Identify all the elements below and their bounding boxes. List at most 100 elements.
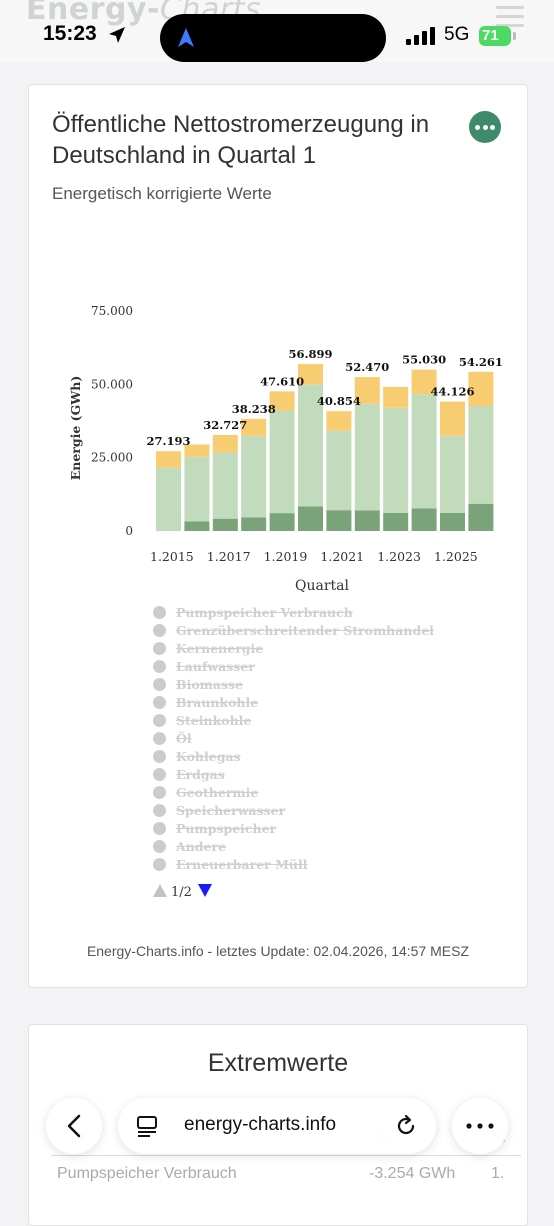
legend-dot-icon: [153, 840, 166, 853]
legend-dot-icon: [153, 804, 166, 817]
legend-item[interactable]: Steinkohle: [153, 713, 434, 731]
bar-segment[interactable]: [383, 512, 409, 531]
chart-footer: Energy-Charts.info - letztes Update: 02.…: [86, 943, 470, 959]
battery-indicator: 71: [479, 26, 511, 46]
bar-segment[interactable]: [354, 403, 380, 511]
page-menu-icon[interactable]: [136, 1115, 158, 1137]
data-label: 54.261: [459, 355, 503, 369]
legend-item[interactable]: Grenzüberschreitender Stromhandel: [153, 623, 434, 641]
legend-item[interactable]: Pumpspeicher: [153, 821, 434, 839]
bar-segment[interactable]: [241, 418, 267, 436]
data-label: 38.238: [232, 402, 276, 416]
status-time: 15:23: [43, 22, 97, 45]
table-divider: [51, 1155, 521, 1156]
legend-dot-icon: [153, 624, 166, 637]
legend-label: Pumpspeicher: [176, 821, 277, 836]
bar-segment[interactable]: [411, 369, 437, 395]
legend-label: Biomasse: [176, 677, 244, 692]
bar-segment[interactable]: [298, 384, 323, 507]
data-label: 55.030: [402, 353, 446, 367]
bar-segment[interactable]: [212, 435, 238, 453]
bar-segment[interactable]: [440, 435, 465, 513]
legend-item[interactable]: Erdgas: [153, 767, 434, 785]
bar-segment[interactable]: [269, 391, 295, 411]
bar-segment[interactable]: [468, 503, 494, 531]
bar-segment[interactable]: [298, 506, 323, 531]
data-labels: 27.193 32.727 38.238 47.610 56.899 40.854 52.4…: [146, 347, 502, 448]
bar-segment[interactable]: [326, 411, 352, 431]
legend-dot-icon: [153, 822, 166, 835]
chart-legend: Pumpspeicher Verbrauch Grenzüberschreiten…: [153, 605, 434, 875]
x-tick-label: 1.2017: [207, 549, 251, 564]
legend-item[interactable]: Kohlegas: [153, 749, 434, 767]
more-button[interactable]: [452, 1098, 508, 1154]
bar-segment[interactable]: [411, 394, 437, 509]
page-up-icon: [153, 884, 167, 897]
site-logo: Energy-Charts: [26, 0, 261, 27]
back-button[interactable]: [46, 1098, 102, 1154]
legend-label: Geothermie: [176, 785, 259, 800]
bar-segment[interactable]: [269, 513, 295, 531]
reload-icon[interactable]: [394, 1114, 418, 1138]
data-label: 44.126: [430, 385, 474, 399]
bar-segment[interactable]: [354, 510, 380, 531]
legend-item[interactable]: Speicherwasser: [153, 803, 434, 821]
bar-segment[interactable]: [184, 521, 210, 531]
bar-segment[interactable]: [241, 435, 267, 518]
bar-segment[interactable]: [241, 517, 267, 531]
legend-label: Laufwasser: [176, 659, 255, 674]
bar-segment[interactable]: [184, 444, 210, 457]
browser-toolbar: energy-charts.info: [0, 1090, 554, 1162]
bar-segment[interactable]: [156, 467, 181, 531]
row-label: Pumpspeicher Verbrauch: [57, 1165, 237, 1182]
dot-icon: [475, 125, 480, 130]
legend-dot-icon: [153, 642, 166, 655]
legend-label: Braunkohle: [176, 695, 259, 710]
status-bar: Energy-Charts 15:23 5G 71: [0, 0, 554, 62]
dot-icon: [482, 125, 488, 130]
bar-segment[interactable]: [383, 407, 409, 513]
legend-item[interactable]: Laufwasser: [153, 659, 434, 677]
legend-item[interactable]: Andere: [153, 839, 434, 857]
bar-segment[interactable]: [156, 451, 181, 468]
legend-label: Öl: [176, 731, 192, 746]
chart-menu-button[interactable]: [469, 111, 501, 143]
hamburger-menu-icon[interactable]: [496, 6, 524, 33]
bar-segment[interactable]: [212, 518, 238, 531]
legend-dot-icon: [153, 858, 166, 871]
bar-segment[interactable]: [411, 508, 437, 531]
legend-pager: 1/2: [153, 884, 212, 900]
legend-item[interactable]: Geothermie: [153, 785, 434, 803]
chart-title: Öffentliche Nettostromerzeugung in Deuts…: [52, 111, 430, 169]
data-label: 27.193: [146, 434, 190, 448]
legend-item[interactable]: Kernenergie: [153, 641, 434, 659]
bar-segment[interactable]: [212, 452, 238, 519]
bar-segment[interactable]: [326, 430, 352, 511]
bar-segment[interactable]: [354, 377, 380, 404]
bar-segment[interactable]: [468, 406, 494, 504]
bar-segment[interactable]: [269, 410, 295, 514]
legend-item[interactable]: Pumpspeicher Verbrauch: [153, 605, 434, 623]
bar-segment[interactable]: [184, 456, 210, 522]
legend-item[interactable]: Erneuerbarer Müll: [153, 857, 434, 875]
y-tick-label: 25.000: [91, 451, 133, 465]
y-tick-label: 50.000: [91, 377, 133, 391]
legend-dot-icon: [153, 786, 166, 799]
row-value: -3.254 GWh: [369, 1165, 456, 1182]
page-down-icon[interactable]: [197, 884, 212, 897]
legend-dot-icon: [153, 768, 166, 781]
dynamic-island: [160, 14, 386, 62]
legend-item[interactable]: Öl: [153, 731, 434, 749]
legend-label: Erdgas: [176, 767, 225, 782]
bar-segment[interactable]: [440, 401, 465, 436]
extreme-values-card: Extremwerte e Mi M Pumpspeicher Verbrauc…: [28, 1024, 528, 1226]
url-text: energy-charts.info: [184, 1114, 337, 1135]
legend-item[interactable]: Braunkohle: [153, 695, 434, 713]
bar-segment[interactable]: [383, 386, 409, 408]
address-bar[interactable]: energy-charts.info: [118, 1098, 436, 1154]
bar-segment[interactable]: [298, 364, 323, 385]
legend-item[interactable]: Biomasse: [153, 677, 434, 695]
bar-segment[interactable]: [440, 512, 465, 531]
bar-segment[interactable]: [468, 371, 494, 407]
bar-segment[interactable]: [326, 510, 352, 531]
